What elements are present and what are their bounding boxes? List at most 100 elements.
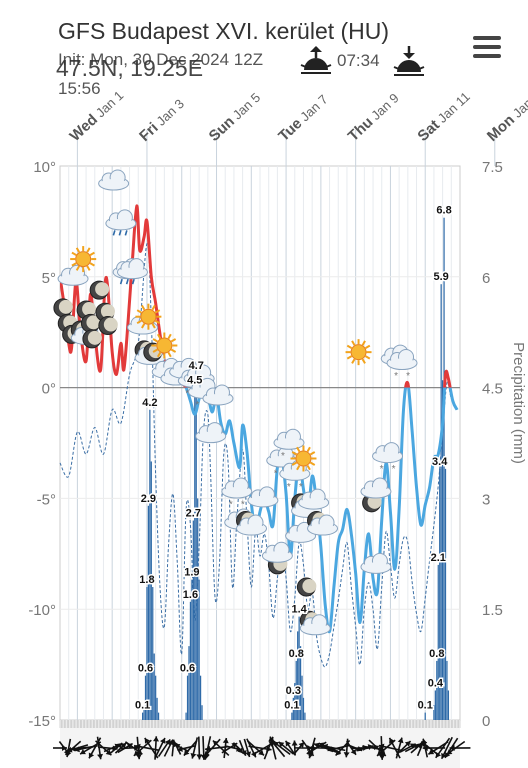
wind-head — [174, 744, 181, 750]
wind-arrow-icon — [440, 736, 453, 760]
precip-bar — [437, 564, 439, 720]
precip-bar — [424, 712, 426, 720]
wind-head — [291, 740, 298, 746]
wind-head — [153, 736, 160, 742]
wind-head — [273, 741, 280, 748]
precip-bar — [446, 660, 448, 720]
wind-head — [435, 751, 442, 758]
day-label-text: Wed Jan 1 — [67, 87, 127, 145]
day-label-text: Tue Jan 7 — [275, 91, 331, 145]
moon-cloud-icon — [299, 610, 331, 636]
cloud-fill — [274, 438, 303, 449]
moon-icon — [89, 280, 110, 300]
sun-disc — [156, 337, 173, 354]
precip-bar — [447, 690, 450, 720]
temperature-line-positive — [60, 204, 452, 388]
cloud-shape — [360, 477, 392, 499]
day-label-text: Fri Jan 3 — [136, 95, 188, 145]
day-label: Wed Jan 1 — [67, 87, 127, 145]
sun-ray — [306, 446, 311, 453]
temperature-tick-label: -10° — [28, 602, 56, 619]
cloud-icon — [195, 422, 227, 444]
day-date: Jan 11 — [432, 89, 473, 128]
sun-ray — [154, 319, 161, 325]
wind-head — [428, 749, 435, 755]
cloud-shape — [247, 486, 279, 508]
sun-ray — [346, 355, 353, 360]
cloud-shape — [202, 384, 234, 406]
sun-ray — [89, 262, 95, 267]
wind-arrow-icon — [243, 738, 252, 758]
sun-disc — [350, 344, 367, 361]
precip-bar — [443, 217, 445, 720]
wind-head — [97, 753, 103, 760]
cloud-icon — [98, 169, 130, 191]
cloud-fill — [388, 358, 417, 369]
snowflake: * — [406, 371, 410, 382]
wind-head — [133, 750, 140, 756]
sun-ray — [170, 348, 177, 353]
cloud-shape — [279, 459, 311, 481]
precip-bar — [444, 468, 447, 720]
precip-bar — [147, 505, 150, 720]
cloud-shape — [116, 258, 148, 280]
wind-head — [177, 746, 183, 752]
precip-value-label: 0.3 — [286, 685, 301, 697]
precipitation-series — [141, 217, 450, 720]
day-label: Thu Jan 9 — [345, 90, 402, 145]
precip-bar — [294, 683, 296, 720]
precip-value-label: 2.1 — [431, 552, 446, 564]
sun-ray — [351, 358, 356, 364]
precip-bar — [149, 409, 151, 720]
moon-face — [58, 299, 73, 314]
temperature-tick-label: 5° — [42, 270, 56, 287]
wind-head — [335, 749, 342, 756]
precip-value-label: 2.9 — [141, 493, 156, 505]
precipitation-tick-label: 0 — [482, 713, 490, 730]
day-date: Jan 7 — [295, 92, 331, 127]
cloud-fill — [373, 451, 402, 462]
wind-head — [173, 741, 180, 748]
precip-bar — [192, 520, 194, 720]
day-label: Tue Jan 7 — [275, 91, 331, 145]
cloud-shape — [299, 614, 331, 636]
wind-head — [322, 743, 329, 750]
wind-head — [404, 741, 411, 747]
day-date: Jan 9 — [366, 90, 402, 125]
hamburger-menu-icon[interactable] — [473, 36, 501, 60]
day-date: Jan 5 — [227, 90, 263, 125]
cloud-snow-icon: ** — [279, 459, 311, 493]
precip-bar — [191, 579, 193, 720]
wind-arrow-icon — [212, 739, 230, 757]
sun-ray — [156, 333, 162, 340]
sun-ray — [170, 338, 177, 343]
snowflake: * — [274, 469, 278, 480]
snowflake: * — [380, 464, 384, 475]
cloud-snow-icon: ** — [372, 442, 404, 475]
sun-ray — [136, 319, 142, 325]
cloud-fill — [361, 487, 390, 498]
precip-bar — [434, 690, 436, 720]
wind-arrow-icon — [222, 737, 229, 759]
cloud-shape — [221, 477, 253, 499]
sun-ray — [136, 309, 142, 314]
wind-arrow-icon — [272, 740, 291, 756]
wind-head — [126, 743, 133, 749]
moon-face — [103, 317, 118, 332]
moon-face — [95, 282, 110, 297]
wind-head — [377, 750, 383, 756]
moon-icon — [53, 298, 73, 318]
moon-face — [100, 304, 115, 319]
rain-drop — [112, 230, 116, 236]
wind-head — [306, 748, 313, 754]
snowflake: * — [208, 400, 212, 411]
temperature-tick-label: -15° — [28, 713, 56, 730]
precipitation-tick-label: 3 — [482, 491, 490, 508]
dewpoint-series — [59, 243, 458, 668]
snowflake: * — [229, 500, 233, 511]
sun-ray — [296, 464, 301, 471]
snowflake: * — [392, 464, 396, 475]
cloud-fill — [286, 531, 315, 542]
precip-value-label: 3.4 — [432, 456, 448, 468]
cloud-fill — [237, 524, 266, 535]
